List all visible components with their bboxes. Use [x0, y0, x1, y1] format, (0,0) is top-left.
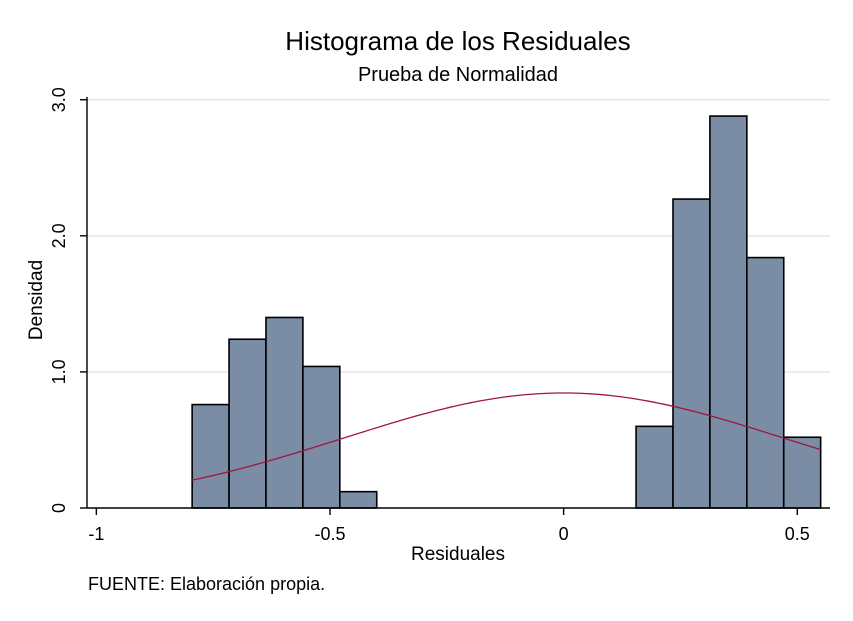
- chart-title: Histograma de los Residuales: [285, 26, 630, 56]
- y-tick-label: 3.0: [49, 87, 69, 112]
- y-tick-label: 1.0: [49, 359, 69, 384]
- axes: [86, 97, 830, 509]
- normal-density-curve: [192, 392, 821, 481]
- histogram-bar: [635, 425, 674, 509]
- histogram-bar: [709, 115, 748, 509]
- y-axis-label: Densidad: [26, 260, 47, 340]
- histogram-bar: [746, 256, 785, 509]
- histogram-bar: [782, 436, 822, 509]
- x-axis-label: Residuales: [411, 544, 505, 565]
- source-note: FUENTE: Elaboración propia.: [88, 574, 325, 594]
- x-tick-label: 0.5: [785, 524, 810, 544]
- y-tick-label: 0: [49, 503, 69, 513]
- histogram-bar: [302, 365, 341, 509]
- normal-curve-line: [192, 392, 821, 481]
- x-tick-label: -0.5: [314, 524, 345, 544]
- histogram-bar: [228, 338, 267, 509]
- histogram-bar: [672, 198, 711, 509]
- histogram-bar: [191, 403, 230, 509]
- chart-subtitle: Prueba de Normalidad: [358, 64, 558, 86]
- x-tick-label: -1: [88, 524, 104, 544]
- histogram-bar: [339, 490, 378, 509]
- y-ticks: 0 1.0 2.0 3.0: [49, 87, 87, 513]
- histogram-bars: [191, 115, 822, 509]
- x-tick-label: 0: [559, 524, 569, 544]
- y-tick-label: 2.0: [49, 223, 69, 248]
- histogram-bar: [265, 316, 304, 509]
- x-ticks: -1 -0.5 0 0.5: [88, 508, 810, 544]
